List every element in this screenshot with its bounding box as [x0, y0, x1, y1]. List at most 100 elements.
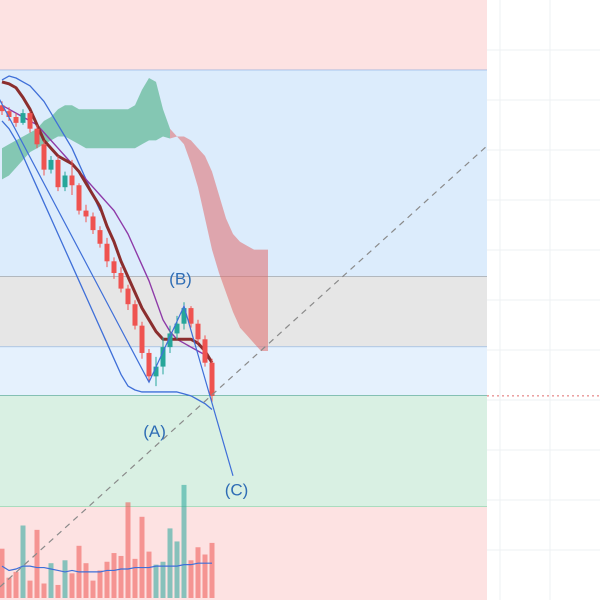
volume-bar [97, 570, 103, 598]
candle-body [195, 323, 201, 340]
volume-bar [20, 525, 26, 598]
cloud-segment [135, 89, 142, 149]
wave-label-c: (C) [225, 480, 249, 499]
cloud-segment [247, 245, 254, 344]
volume-bar [125, 502, 131, 598]
candle-body [83, 210, 89, 217]
volume-bar [181, 484, 187, 598]
cloud-segment [261, 249, 268, 351]
cloud-segment [107, 109, 114, 149]
candle-body [188, 308, 194, 324]
candle-body [104, 243, 110, 262]
zone-support-lower [0, 395, 487, 507]
cloud-segment [163, 109, 170, 139]
cloud-segment [149, 78, 156, 141]
zone-resistance-high [0, 0, 487, 71]
wave-label-b: (B) [169, 270, 192, 289]
volume-bar [27, 580, 33, 598]
volume-bar [48, 563, 54, 598]
volume-bar [174, 541, 180, 598]
candle-body [118, 273, 124, 289]
volume-bar [132, 558, 138, 598]
candle-body [55, 159, 61, 188]
volume-bar [146, 551, 152, 598]
candle-body [90, 216, 96, 231]
candle-body [146, 352, 152, 377]
cloud-segment [170, 128, 177, 139]
volume-bar [202, 554, 208, 598]
elliott-wave-path [0, 99, 234, 476]
zone-support-upper [0, 347, 487, 396]
cloud-segment [121, 109, 128, 149]
candle-body [0, 105, 5, 112]
cloud-segment [156, 81, 163, 141]
candle-body [41, 144, 47, 170]
cloud-segment [233, 234, 240, 328]
candle-body [27, 113, 33, 129]
candle-body [202, 339, 208, 363]
candle-body [20, 113, 26, 123]
volume-bar [69, 573, 75, 598]
candle-body [34, 128, 40, 145]
candle-body [209, 362, 215, 396]
volume-bar [167, 528, 173, 598]
candle-body [111, 261, 117, 273]
volume-bar [104, 561, 110, 598]
candle-body [139, 325, 145, 353]
volume-bar [41, 583, 47, 598]
cloud-segment [254, 249, 261, 351]
cloud-segment [93, 109, 100, 149]
volume-bar [139, 516, 145, 598]
volume-bar [188, 560, 194, 598]
wave-labels: (B) (A) (C) [143, 270, 248, 500]
cloud-segment [86, 109, 93, 149]
cloud-segment [79, 109, 86, 149]
volume-bar [195, 547, 201, 598]
cloud-segment [100, 109, 107, 149]
volume-bar [0, 548, 5, 598]
ichimoku-cloud [2, 78, 268, 351]
volume-bar [55, 584, 61, 598]
cloud-segment [114, 109, 121, 149]
cloud-segment [128, 105, 135, 149]
volume-bar [6, 577, 12, 598]
cloud-segment [72, 105, 79, 145]
candle-body [97, 230, 103, 244]
cloud-segment [205, 156, 212, 250]
candle-body [132, 304, 138, 326]
cloud-segment [198, 148, 205, 219]
candle-body [125, 288, 131, 305]
volume-bar [34, 529, 40, 598]
candle-body [69, 175, 75, 186]
cloud-segment [177, 136, 184, 145]
volume-bar [209, 542, 215, 598]
cloud-segment [191, 140, 198, 188]
cloud-segment [240, 241, 247, 336]
cloud-segment [9, 140, 16, 176]
volume-panel [0, 484, 215, 598]
volume-bar [153, 564, 159, 598]
candle-body [153, 366, 159, 377]
volume-average-line [1, 562, 212, 573]
candle-body [48, 159, 54, 170]
candle-body [6, 111, 12, 117]
volume-bar [62, 560, 68, 598]
candle-body [76, 185, 82, 211]
volume-bar [13, 571, 19, 598]
candle-body [62, 175, 68, 188]
bollinger-upper-line [1, 75, 101, 211]
cloud-segment [219, 195, 226, 293]
cloud-segment [65, 105, 72, 141]
volume-bar [111, 553, 117, 598]
wave-label-a: (A) [143, 422, 166, 441]
zone-layer [0, 0, 487, 600]
cloud-segment [226, 218, 233, 312]
volume-bar [90, 580, 96, 598]
cloud-segment [142, 78, 149, 145]
cloud-segment [2, 144, 9, 180]
candle-body [160, 347, 166, 367]
bollinger-lower-line [1, 120, 213, 410]
cloud-segment [212, 171, 219, 273]
